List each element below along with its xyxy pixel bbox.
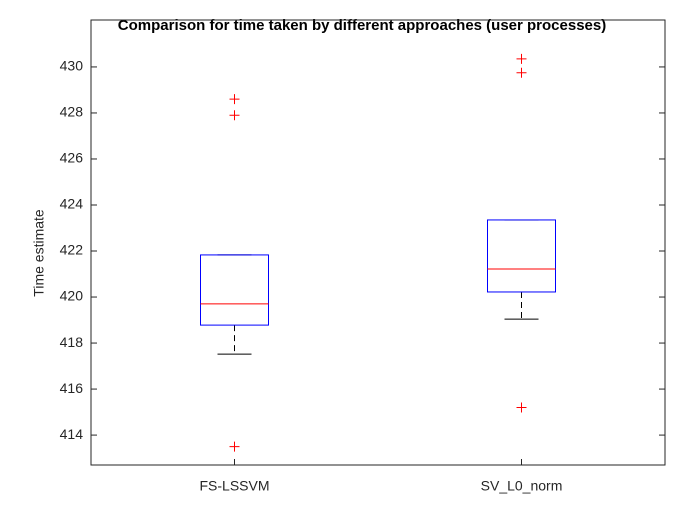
box (487, 219, 556, 293)
y-tick-label: 430 (60, 58, 84, 74)
y-tick-label: 420 (60, 288, 84, 304)
y-tick-label: 428 (60, 104, 84, 120)
y-tick-label: 424 (60, 196, 84, 212)
box (200, 254, 269, 326)
chart-title: Comparison for time taken by different a… (118, 17, 606, 34)
y-axis-label: Time estimate (31, 209, 47, 297)
y-tick-label: 422 (60, 242, 84, 258)
y-tick-label: 414 (60, 426, 84, 442)
outlier (516, 67, 527, 78)
outlier (516, 53, 527, 64)
plot-area (90, 19, 666, 466)
outlier (229, 94, 240, 105)
y-tick-label: 418 (60, 334, 84, 350)
outlier (229, 110, 240, 121)
outlier (516, 402, 527, 413)
x-tick-label: FS-LSSVM (199, 478, 269, 494)
y-tick-label: 416 (60, 380, 84, 396)
y-tick-label: 426 (60, 150, 84, 166)
x-tick-label: SV_L0_norm (481, 478, 563, 494)
outlier (229, 441, 240, 452)
